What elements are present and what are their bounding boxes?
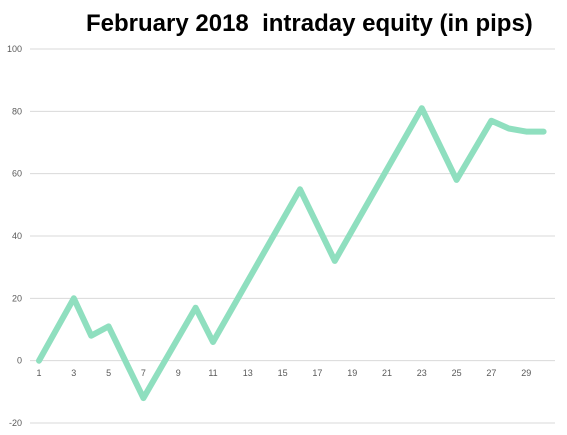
series-line xyxy=(36,105,547,402)
x-tick-label: 21 xyxy=(382,368,392,378)
y-tick-label: 20 xyxy=(12,293,22,303)
y-tick-label: 40 xyxy=(12,231,22,241)
y-tick-label: 60 xyxy=(12,169,22,179)
x-tick-label: 3 xyxy=(71,368,76,378)
x-tick-label: 5 xyxy=(106,368,111,378)
x-tick-label: 9 xyxy=(176,368,181,378)
x-tick-label: 1 xyxy=(36,368,41,378)
y-tick-label: 80 xyxy=(12,106,22,116)
x-tick-label: 27 xyxy=(486,368,496,378)
x-tick-label: 7 xyxy=(141,368,146,378)
x-tick-label: 17 xyxy=(312,368,322,378)
x-tick-label: 13 xyxy=(243,368,253,378)
chart-title: February 2018 intraday equity (in pips) xyxy=(86,10,533,37)
y-tick-label: 0 xyxy=(17,356,22,366)
x-tick-label: 23 xyxy=(417,368,427,378)
x-tick-label: 19 xyxy=(347,368,357,378)
x-tick-label: 15 xyxy=(278,368,288,378)
y-tick-label: -20 xyxy=(9,418,22,428)
x-tick-label: 25 xyxy=(452,368,462,378)
x-tick-label: 29 xyxy=(521,368,531,378)
y-tick-label: 100 xyxy=(7,44,22,54)
x-tick-label: 11 xyxy=(208,368,217,378)
